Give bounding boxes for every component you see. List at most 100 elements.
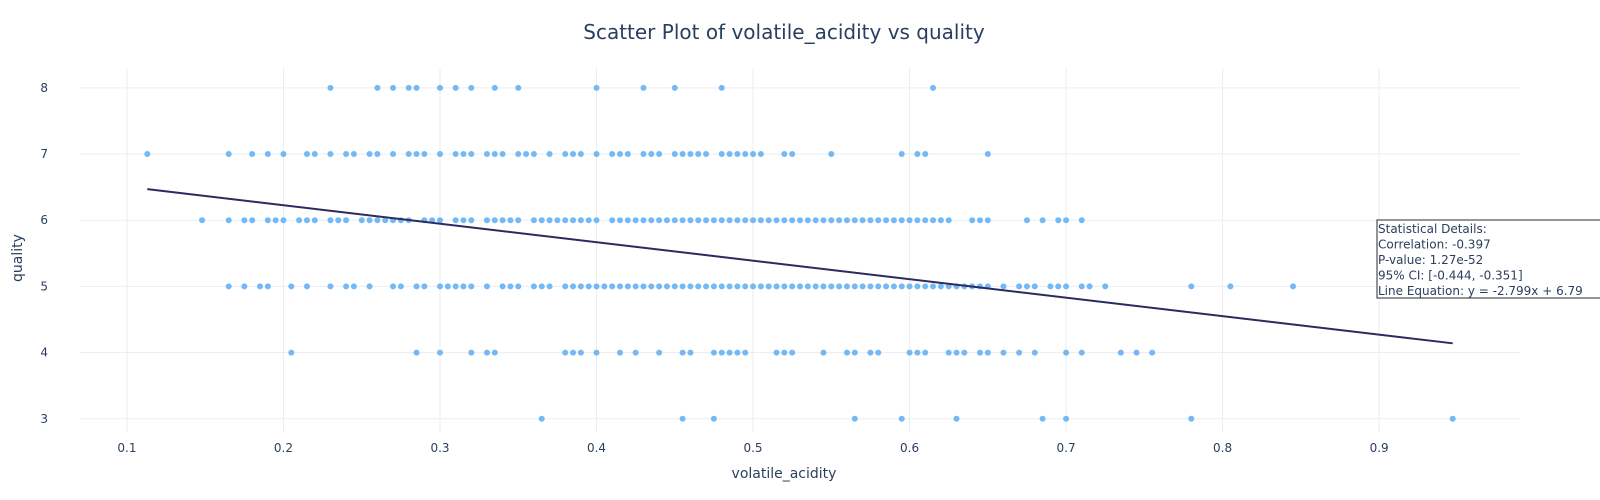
data-point [656, 151, 663, 158]
data-point [789, 349, 796, 356]
data-point [695, 151, 702, 158]
data-point [296, 217, 303, 224]
data-point [914, 151, 921, 158]
data-points [144, 84, 1456, 422]
data-point [272, 217, 279, 224]
data-point [538, 283, 545, 290]
data-point [303, 283, 310, 290]
data-point [718, 84, 725, 91]
data-point [906, 217, 913, 224]
data-point [405, 84, 412, 91]
data-point [366, 151, 373, 158]
data-point [640, 151, 647, 158]
data-point [601, 283, 608, 290]
data-point [468, 151, 475, 158]
data-point [199, 217, 206, 224]
data-point [327, 283, 334, 290]
data-point [656, 283, 663, 290]
y-tick-label: 6 [40, 213, 48, 227]
gridlines [80, 68, 1520, 432]
data-point [617, 217, 623, 224]
x-tick-label: 0.7 [1057, 441, 1076, 455]
data-point [554, 217, 561, 224]
data-point [765, 217, 772, 224]
data-point [460, 217, 467, 224]
data-point [687, 217, 694, 224]
data-point [515, 283, 522, 290]
data-point [257, 283, 263, 290]
data-point [953, 349, 960, 356]
data-point [437, 283, 443, 290]
data-point [288, 349, 295, 356]
stats-line: 95% CI: [-0.444, -0.351] [1378, 269, 1523, 283]
data-point [734, 217, 741, 224]
data-point [812, 217, 819, 224]
data-point [609, 217, 616, 224]
data-point [742, 283, 749, 290]
data-point [781, 217, 788, 224]
data-point [953, 415, 960, 422]
data-point [765, 283, 772, 290]
data-point [366, 217, 373, 224]
data-point [1016, 349, 1023, 356]
data-point [241, 217, 248, 224]
data-point [617, 151, 623, 158]
data-point [695, 217, 702, 224]
data-point [1149, 349, 1156, 356]
x-tick-label: 0.4 [587, 441, 606, 455]
data-point [546, 217, 553, 224]
data-point [914, 349, 921, 356]
data-point [945, 349, 952, 356]
data-point [930, 84, 937, 91]
data-point [930, 283, 937, 290]
stats-line: Statistical Details: [1378, 222, 1487, 236]
data-point [225, 151, 232, 158]
data-point [1063, 349, 1070, 356]
data-point [483, 349, 490, 356]
data-point [679, 151, 686, 158]
data-point [499, 283, 506, 290]
data-point [718, 217, 725, 224]
data-point [867, 349, 874, 356]
data-point [679, 415, 686, 422]
data-point [1063, 283, 1070, 290]
data-point [366, 283, 373, 290]
data-point [851, 217, 858, 224]
data-point [726, 349, 733, 356]
data-point [303, 151, 310, 158]
data-point [687, 283, 694, 290]
data-point [483, 151, 490, 158]
data-point [1039, 217, 1046, 224]
stats-line: Line Equation: y = -2.799x + 6.79 [1378, 284, 1583, 298]
data-point [437, 349, 443, 356]
data-point [843, 349, 850, 356]
data-point [311, 217, 318, 224]
data-point [726, 151, 733, 158]
data-point [444, 283, 451, 290]
data-point [327, 84, 334, 91]
data-point [452, 84, 459, 91]
data-point [421, 151, 428, 158]
data-point [343, 151, 350, 158]
data-point [906, 349, 913, 356]
y-tick-label: 3 [40, 412, 48, 426]
data-point [789, 283, 796, 290]
data-point [836, 283, 843, 290]
data-point [710, 415, 717, 422]
data-point [280, 151, 287, 158]
data-point [703, 151, 710, 158]
data-point [390, 151, 397, 158]
data-point [530, 283, 537, 290]
data-point [750, 217, 757, 224]
data-point [812, 283, 819, 290]
data-point [437, 84, 443, 91]
data-point [350, 283, 357, 290]
data-point [703, 283, 710, 290]
data-point [718, 151, 725, 158]
data-point [1031, 283, 1038, 290]
data-point [460, 151, 467, 158]
data-point [828, 217, 835, 224]
data-point [648, 151, 655, 158]
data-point [1000, 349, 1007, 356]
data-point [804, 283, 811, 290]
